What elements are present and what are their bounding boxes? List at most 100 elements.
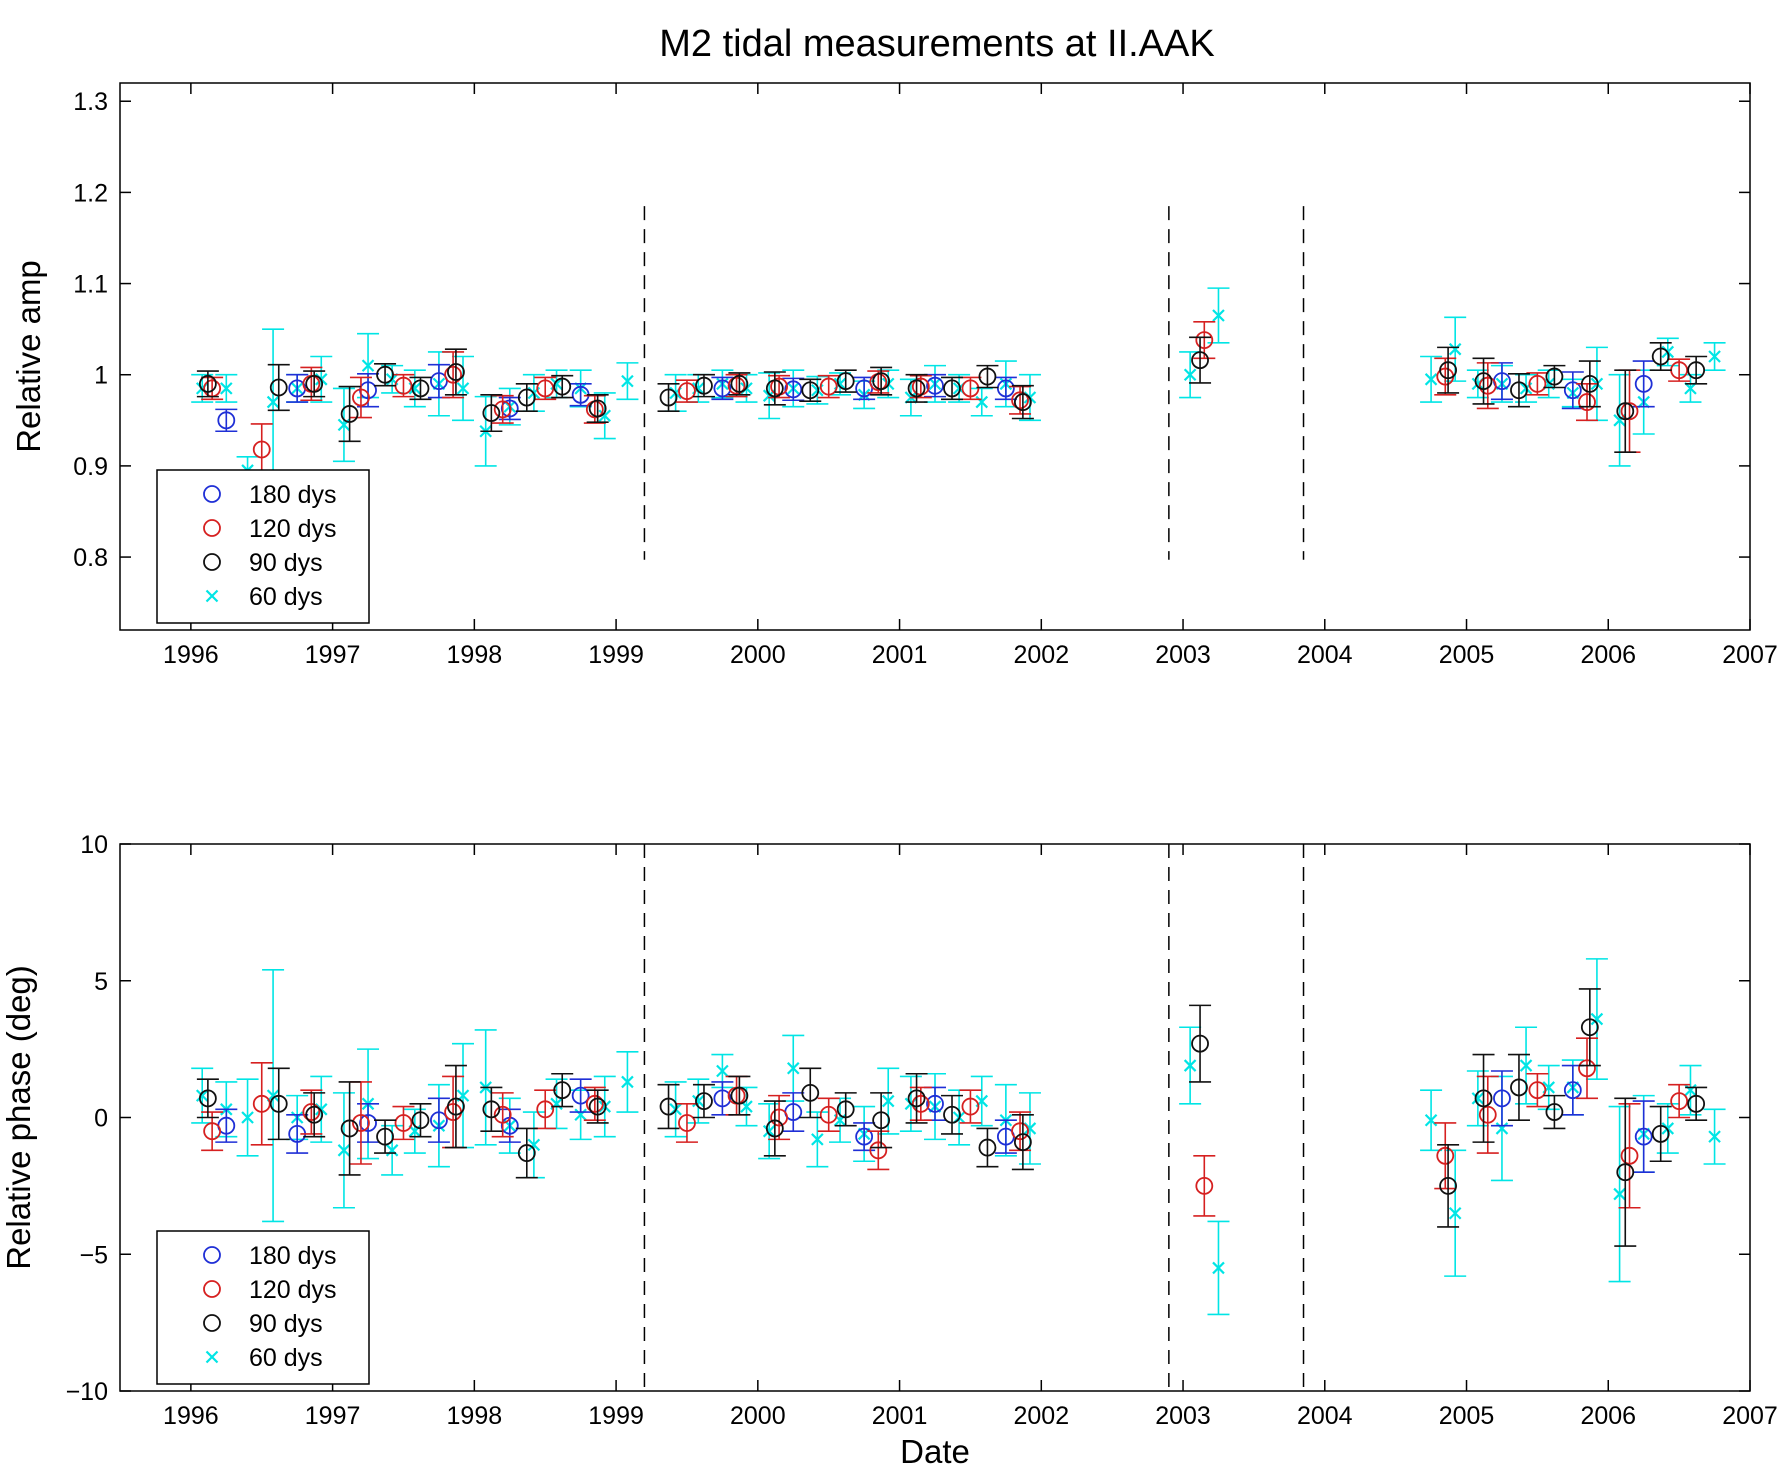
data-point [352,1114,370,1132]
legend-marker [203,553,221,571]
data-point [1687,361,1706,380]
y-axis-label: Relative amp [10,260,47,453]
data-point [1634,374,1653,393]
data-point [1195,331,1214,349]
data-point [1590,1012,1604,1026]
legend-label: 60 dys [249,583,323,611]
data-point [765,1119,784,1138]
data-point [1195,1176,1214,1195]
x-tick-label: 2006 [1580,1402,1636,1430]
data-point [872,1111,891,1130]
data-point [394,1114,413,1132]
data-point [1495,1122,1509,1135]
data-point [770,1108,788,1127]
data-point [621,1075,634,1089]
data-point [801,1083,820,1102]
data-point [1212,309,1225,322]
data-point [1616,402,1635,421]
data-point [1510,1078,1528,1097]
data-point [482,404,501,422]
y-tick-label: 5 [94,968,108,996]
data-point [978,367,997,386]
data-point [943,379,961,398]
data-point [1510,381,1528,400]
y-tick-label: 0 [94,1105,108,1133]
data-point [1563,381,1582,400]
data-point [195,1089,209,1102]
legend-label: 180 dys [249,1242,337,1270]
y-tick-label: 0.9 [73,453,108,481]
y-tick-label: 1.1 [73,271,108,299]
data-point [1448,1206,1462,1220]
data-point [1424,1113,1438,1127]
data-point [493,1105,512,1124]
y-tick-label: 1.3 [73,88,108,116]
x-tick-label: 1998 [447,641,503,669]
data-point [598,1100,612,1113]
data-point [695,376,713,395]
data-point [314,1103,328,1116]
data-point [786,1061,800,1075]
data-point [1687,1094,1706,1113]
data-point [1439,361,1457,380]
x-tick-label: 2005 [1439,641,1495,669]
data-point [1528,1081,1547,1100]
data-point [1634,1127,1653,1146]
data-point [1620,1146,1639,1165]
data-point [411,379,430,398]
data-point [1578,1059,1596,1078]
data-point [361,359,375,372]
data-point [241,1111,254,1124]
data-point [1191,351,1209,370]
data-point [961,379,980,398]
data-point [198,1089,217,1108]
phase-panel: 1996 1997 1998 1999 2000 2001 2002 2003 2004 2005… [0,831,1778,1470]
series-120-dys [201,321,1691,476]
data-point [695,1092,713,1110]
x-tick-label: 2004 [1297,1402,1353,1430]
y-tick-label: −10 [66,1378,108,1406]
data-point [447,363,465,381]
data-point [926,1094,944,1113]
data-point [1439,1176,1457,1195]
y-tick-label: 10 [80,831,108,859]
data-point [1183,368,1197,382]
data-point [588,1097,607,1116]
data-point [1545,1103,1564,1121]
data-point [659,1097,678,1116]
data-point [220,382,233,395]
series-90-dys [196,988,1708,1247]
data-point [1651,1125,1670,1143]
data-point [836,1100,855,1119]
data-point [975,395,989,409]
data-point [659,388,678,407]
data-point [961,1097,980,1116]
data-point [1448,342,1462,356]
data-point [1708,1130,1721,1143]
y-tick-label: 0.8 [73,544,108,572]
x-axis-label: Date [900,1433,970,1470]
data-point [456,382,470,395]
legend-label: 90 dys [249,549,323,577]
data-point [527,1138,541,1152]
data-point [1670,1092,1689,1110]
data-point [376,1127,394,1146]
legend-marker [203,1280,221,1298]
x-tick-label: 1999 [588,641,644,669]
legend-label: 180 dys [249,481,337,509]
x-tick-label: 1999 [588,1402,644,1430]
x-tick-label: 2004 [1297,641,1353,669]
data-point [376,365,394,384]
data-point [1708,350,1721,363]
data-point [801,381,820,400]
data-point [1474,372,1493,391]
data-point [1212,1261,1225,1275]
data-point [340,405,359,423]
data-point [1011,1122,1029,1141]
data-point [819,377,838,396]
data-point [553,1081,572,1100]
data-point [1191,1034,1209,1053]
data-point [1023,1122,1037,1135]
data-point [1478,1105,1497,1124]
x-tick-label: 1996 [163,1402,219,1430]
